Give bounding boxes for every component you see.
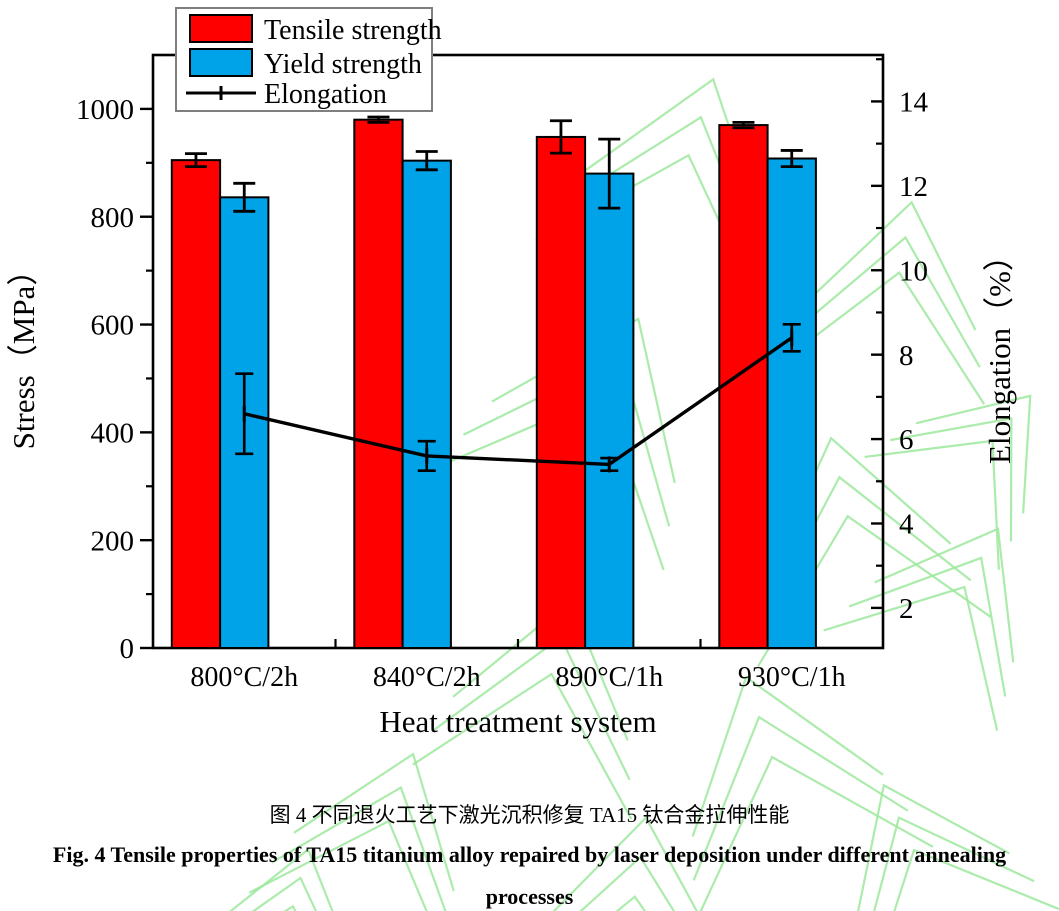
tensile-properties-chart: 0 200 400 600 800 1000 2 4 6 8 10 12 14 800°C/2h 840°C… [6, 7, 1017, 739]
legend-label-elongation: Elongation [264, 79, 387, 110]
legend-label-tensile: Tensile strength [264, 15, 442, 46]
watermark-glyph [498, 815, 736, 911]
caption-english-line1: Fig. 4 Tensile properties of TA15 titani… [52, 842, 1007, 867]
legend-swatch-yield [189, 48, 253, 77]
tensile-strength-bar [353, 118, 404, 649]
right-axis-tick-label: 12 [899, 171, 928, 203]
yield-strength-bar [401, 159, 452, 650]
left-axis-tick-label: 600 [91, 310, 135, 342]
x-axis-title: Heat treatment system [379, 704, 656, 739]
yield-strength-bar [766, 157, 817, 649]
caption-chinese: 图 4 不同退火工艺下激光沉积修复 TA15 钛合金拉伸性能 [269, 803, 790, 827]
tensile-strength-bar [170, 159, 222, 649]
x-axis-category-label: 800°C/2h [190, 662, 298, 693]
elongation-line [243, 336, 793, 467]
left-axis-tick-label: 0 [120, 633, 135, 665]
x-axis-category-label: 930°C/1h [738, 662, 846, 693]
right-axis-tick-label: 2 [899, 593, 914, 625]
left-axis-tick-label: 800 [91, 202, 135, 234]
left-axis-title: Stress（MPa） [6, 255, 41, 450]
right-axis-title: Elongation（%） [982, 240, 1017, 464]
watermark-glyph [183, 847, 355, 911]
watermark-glyph [691, 675, 934, 911]
right-axis-tick-label: 6 [899, 424, 914, 456]
right-axis-tick-label: 10 [899, 255, 928, 287]
right-axis-tick-label: 8 [899, 340, 914, 372]
watermark-glyph [864, 394, 1032, 570]
legend-label-yield: Yield strength [264, 49, 422, 80]
legend-swatch-tensile [189, 14, 253, 43]
left-axis-tick-label: 1000 [76, 94, 134, 126]
watermark-glyph [823, 527, 1015, 731]
x-axis-category-label: 890°C/1h [555, 662, 663, 693]
x-axis-category-label: 840°C/2h [373, 662, 481, 693]
caption-english-line2: processes [485, 884, 574, 909]
right-axis-tick-label: 4 [899, 509, 914, 541]
tensile-strength-bar [535, 135, 587, 650]
right-axis-tick-label: 14 [899, 87, 929, 119]
watermark-glyph [248, 752, 455, 911]
watermark-glyph [854, 783, 1059, 911]
left-axis-tick-label: 400 [91, 418, 135, 450]
tensile-strength-bar [718, 124, 769, 649]
left-axis-tick-label: 200 [91, 525, 135, 557]
yield-strength-bar [584, 172, 635, 649]
